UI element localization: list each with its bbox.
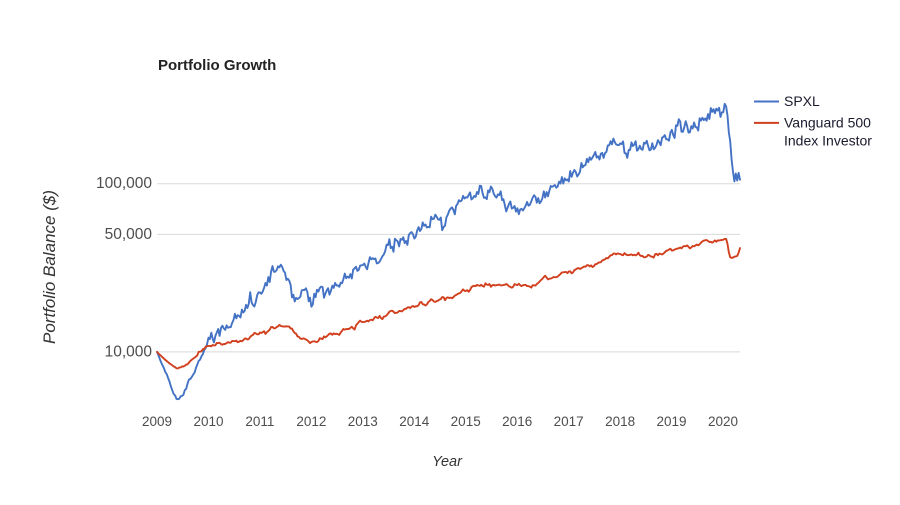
svg-text:2018: 2018 xyxy=(605,414,635,429)
svg-text:2009: 2009 xyxy=(142,414,172,429)
svg-text:2017: 2017 xyxy=(554,414,584,429)
svg-text:SPXL: SPXL xyxy=(784,93,820,109)
svg-text:100,000: 100,000 xyxy=(96,175,152,192)
svg-text:2012: 2012 xyxy=(296,414,326,429)
svg-text:2020: 2020 xyxy=(708,414,738,429)
svg-text:2014: 2014 xyxy=(399,414,430,429)
svg-text:Vanguard 500: Vanguard 500 xyxy=(784,115,871,131)
svg-text:Year: Year xyxy=(432,454,463,470)
svg-text:2010: 2010 xyxy=(193,414,223,429)
svg-text:2016: 2016 xyxy=(502,414,532,429)
svg-text:Index Investor: Index Investor xyxy=(784,133,872,149)
svg-text:2013: 2013 xyxy=(348,414,378,429)
svg-text:50,000: 50,000 xyxy=(105,226,153,243)
svg-text:2019: 2019 xyxy=(656,414,686,429)
svg-text:2011: 2011 xyxy=(245,414,274,429)
svg-text:Portfolio Balance ($): Portfolio Balance ($) xyxy=(40,190,59,344)
svg-text:10,000: 10,000 xyxy=(105,343,153,360)
svg-text:2015: 2015 xyxy=(451,414,481,429)
